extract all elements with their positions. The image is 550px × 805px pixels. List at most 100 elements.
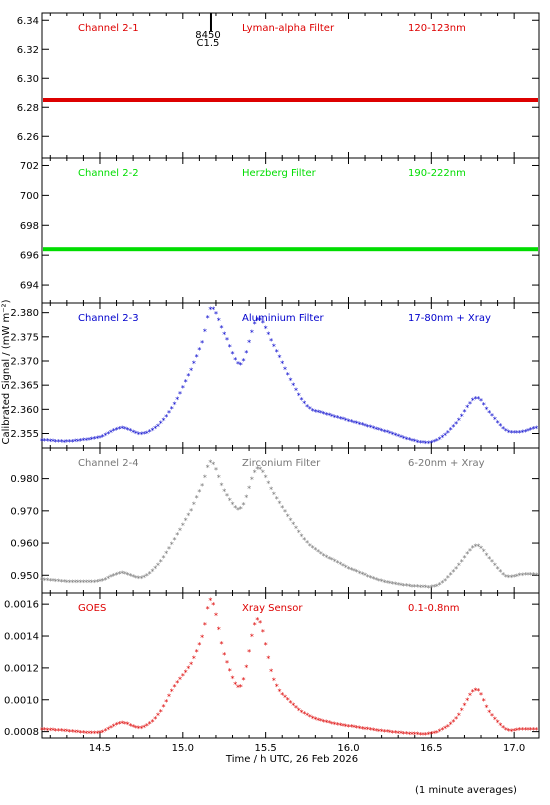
data-point: * xyxy=(338,561,342,570)
data-point: * xyxy=(98,729,102,738)
data-point: * xyxy=(112,572,116,581)
data-point: * xyxy=(308,405,312,414)
data-point: * xyxy=(123,570,127,579)
data-point: * xyxy=(255,316,259,325)
data-point: * xyxy=(509,429,513,438)
data-point: * xyxy=(324,719,328,728)
data-point: * xyxy=(250,633,254,642)
data-point: * xyxy=(239,505,243,514)
data-point: * xyxy=(283,508,287,517)
data-point: * xyxy=(173,401,177,410)
data-point: * xyxy=(330,556,334,565)
data-point: * xyxy=(109,724,113,733)
data-point: * xyxy=(421,439,425,448)
filter-label: Herzberg Filter xyxy=(242,168,317,179)
data-point: * xyxy=(496,719,500,728)
data-point: * xyxy=(449,426,453,435)
data-point: * xyxy=(462,554,466,563)
data-point: * xyxy=(134,574,138,583)
data-point: * xyxy=(363,572,367,581)
y-tick-label: 0.0008 xyxy=(4,727,39,738)
data-point: * xyxy=(520,429,524,438)
data-point: * xyxy=(410,437,414,446)
data-point: * xyxy=(391,729,395,738)
data-point: * xyxy=(145,572,149,581)
data-point: * xyxy=(294,704,298,713)
data-point: * xyxy=(311,407,315,416)
channel-label: Channel 2-1 xyxy=(78,23,139,34)
data-point: * xyxy=(410,730,414,739)
data-point: * xyxy=(203,328,207,337)
data-point: * xyxy=(490,558,494,567)
data-point: * xyxy=(302,536,306,545)
event-marker-label-bottom: C1.5 xyxy=(197,38,220,49)
data-point: * xyxy=(134,429,138,438)
data-point: * xyxy=(413,438,417,447)
data-point: * xyxy=(388,430,392,439)
data-point: * xyxy=(277,687,281,696)
data-point: * xyxy=(70,438,74,447)
data-point: * xyxy=(236,684,240,693)
data-point: * xyxy=(139,724,143,733)
y-tick-label: 696 xyxy=(20,251,39,262)
data-point: * xyxy=(269,337,273,346)
data-point: * xyxy=(57,438,61,447)
data-point: * xyxy=(487,409,491,418)
data-point: * xyxy=(358,724,362,733)
data-point: * xyxy=(79,437,83,446)
data-point: * xyxy=(145,429,149,438)
data-point: * xyxy=(106,726,110,735)
data-point: * xyxy=(81,437,85,446)
data-point: * xyxy=(178,675,182,684)
band-label: 190-222nm xyxy=(408,168,466,179)
data-point: * xyxy=(327,555,331,564)
data-point: * xyxy=(170,405,174,414)
x-tick-label: 15.5 xyxy=(255,743,277,754)
data-point: * xyxy=(454,420,458,429)
data-point: * xyxy=(217,316,221,325)
data-point: * xyxy=(192,500,196,509)
data-point: * xyxy=(128,427,132,436)
data-point: * xyxy=(68,438,72,447)
band-label: 120-123nm xyxy=(408,23,466,34)
data-point: * xyxy=(316,716,320,725)
data-point: * xyxy=(126,571,130,580)
data-point: * xyxy=(54,577,58,586)
data-point: * xyxy=(239,683,243,692)
data-point: * xyxy=(313,715,317,724)
data-point: * xyxy=(98,578,102,587)
data-point: * xyxy=(120,570,124,579)
footnote: (1 minute averages) xyxy=(415,785,517,796)
data-point: * xyxy=(253,320,257,329)
data-point: * xyxy=(131,428,135,437)
data-point: * xyxy=(43,576,47,585)
y-tick-label: 2.370 xyxy=(10,357,39,368)
data-point: * xyxy=(120,720,124,729)
data-point: * xyxy=(59,578,63,587)
data-point: * xyxy=(490,412,494,421)
data-point: * xyxy=(65,578,69,587)
data-point: * xyxy=(377,577,381,586)
data-point: * xyxy=(87,579,91,588)
data-point: * xyxy=(498,568,502,577)
data-point: * xyxy=(440,434,444,443)
channel-label: GOES xyxy=(78,603,106,614)
data-point: * xyxy=(402,730,406,739)
data-point: * xyxy=(203,621,207,630)
data-point: * xyxy=(308,542,312,551)
data-point: * xyxy=(104,727,108,736)
data-point: * xyxy=(261,319,265,328)
data-point: * xyxy=(233,504,237,513)
data-point: * xyxy=(297,706,301,715)
data-point: * xyxy=(507,727,511,736)
data-point: * xyxy=(465,696,469,705)
channel-label: Channel 2-3 xyxy=(78,313,139,324)
data-point: * xyxy=(79,579,83,588)
y-tick-label: 0.0016 xyxy=(4,600,39,611)
data-point: * xyxy=(269,486,273,495)
data-point: * xyxy=(186,665,190,674)
data-point: * xyxy=(407,730,411,739)
event-marker-label-top: 8450 xyxy=(195,30,220,41)
data-point: * xyxy=(319,717,323,726)
data-point: * xyxy=(46,437,50,446)
